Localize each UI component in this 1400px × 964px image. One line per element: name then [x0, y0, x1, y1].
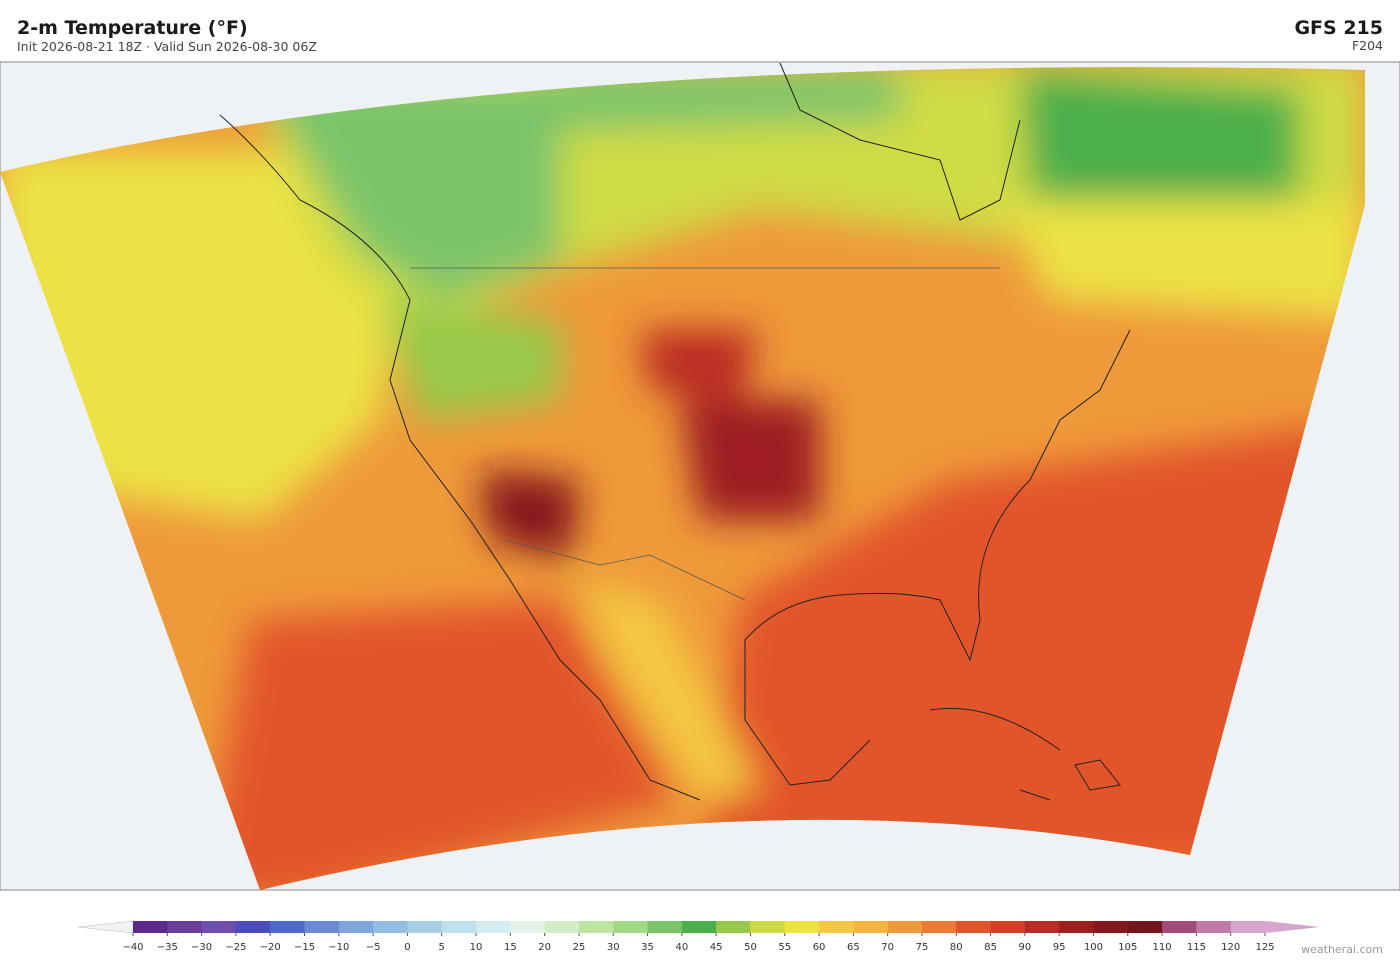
colorbar-tick-label: 55: [778, 942, 791, 953]
forecast-hour: F204: [1352, 38, 1383, 53]
colorbar-swatch: [304, 921, 340, 933]
colorbar-tick-label: −20: [260, 942, 281, 953]
colorbar-tick-label: 35: [641, 942, 654, 953]
colorbar-tick-label: 125: [1255, 942, 1274, 953]
colorbar-swatch: [373, 921, 408, 933]
colorbar-swatch: [1093, 921, 1129, 933]
colorbar-swatch: [544, 921, 580, 933]
colorbar-swatch: [578, 921, 614, 933]
colorbar-swatch: [613, 921, 649, 933]
colorbar-tick-label: 115: [1187, 942, 1206, 953]
colorbar-tick-label: 40: [675, 942, 688, 953]
colorbar-tick-label: 45: [710, 942, 723, 953]
colorbar-swatch: [201, 921, 237, 933]
colorbar-tick-label: 120: [1221, 942, 1240, 953]
map-subtitle: Init 2026-08-21 18Z · Valid Sun 2026-08-…: [17, 39, 317, 54]
colorbar-swatch: [167, 921, 203, 933]
colorbar-tick-label: 90: [1019, 942, 1032, 953]
coastlines: [219, 62, 1131, 801]
colorbar-swatch: [1024, 921, 1060, 933]
colorbar-swatch: [887, 921, 923, 933]
colorbar-tick-label: 85: [984, 942, 997, 953]
colorbar-swatch: [407, 921, 443, 933]
colorbar-swatch: [1059, 921, 1094, 933]
colorbar-tick-label: 25: [573, 942, 586, 953]
colorbar-tick-label: −10: [328, 942, 349, 953]
colorbar-extend-low: [77, 920, 134, 934]
colorbar-swatch: [235, 921, 271, 933]
colorbar-swatch: [921, 921, 957, 933]
colorbar-tick-label: 30: [607, 942, 620, 953]
colorbar-tick-label: 110: [1153, 942, 1172, 953]
colorbar-tick-label: 15: [504, 942, 517, 953]
colorbar-tick-label: 20: [538, 942, 551, 953]
colorbar-swatch: [681, 921, 717, 933]
colorbar-swatch: [338, 921, 374, 933]
colorbar-tick-label: 75: [916, 942, 929, 953]
colorbar-swatch: [750, 921, 786, 933]
colorbar-swatch: [716, 921, 751, 933]
watermark: weatherai.com: [1301, 943, 1383, 956]
colorbar-tick-label: −25: [225, 942, 246, 953]
colorbar-swatch: [853, 921, 889, 933]
colorbar-swatch: [1196, 921, 1232, 933]
colorbar-tick-label: 95: [1053, 942, 1066, 953]
colorbar-swatch: [819, 921, 854, 933]
model-name: GFS 215: [1294, 17, 1383, 39]
colorbar-swatch: [990, 921, 1026, 933]
colorbar-swatch: [441, 921, 477, 933]
colorbar-swatch: [1230, 921, 1266, 933]
colorbar-swatch: [784, 921, 820, 933]
colorbar-swatch: [647, 921, 683, 933]
colorbar-swatch: [476, 921, 511, 933]
colorbar-swatch: [510, 921, 546, 933]
colorbar-extend-high: [1265, 921, 1320, 933]
colorbar-swatch: [956, 921, 992, 933]
colorbar-swatch: [270, 921, 306, 933]
colorbar-tick-label: 0: [404, 942, 410, 953]
colorbar-tick-label: −35: [157, 942, 178, 953]
colorbar-tick-label: 10: [470, 942, 483, 953]
colorbar-tick-label: 50: [744, 942, 757, 953]
colorbar: −40 −35 −30 −25 −20 −15 −10 −5 0 5 10 15 20 25 30 35 40 4…: [77, 920, 1320, 953]
colorbar-tick-label: −15: [294, 942, 315, 953]
colorbar-swatch: [133, 921, 168, 933]
colorbar-tick-label: 65: [847, 942, 860, 953]
borders: [410, 267, 1000, 601]
colorbar-tick-label: 70: [881, 942, 894, 953]
colorbar-tick-label: 80: [950, 942, 963, 953]
colorbar-tick-label: 105: [1118, 942, 1137, 953]
colorbar-tick-label: 60: [813, 942, 826, 953]
colorbar-swatch: [1162, 921, 1197, 933]
colorbar-tick-label: 100: [1084, 942, 1103, 953]
colorbar-tick-label: −40: [122, 942, 143, 953]
colorbar-tick-label: 5: [439, 942, 445, 953]
colorbar-swatch: [1127, 921, 1163, 933]
colorbar-tick-label: −5: [366, 942, 381, 953]
colorbar-tick-label: −30: [191, 942, 212, 953]
map-title: 2-m Temperature (°F): [17, 17, 248, 39]
temperature-field: [0, 67, 1365, 890]
